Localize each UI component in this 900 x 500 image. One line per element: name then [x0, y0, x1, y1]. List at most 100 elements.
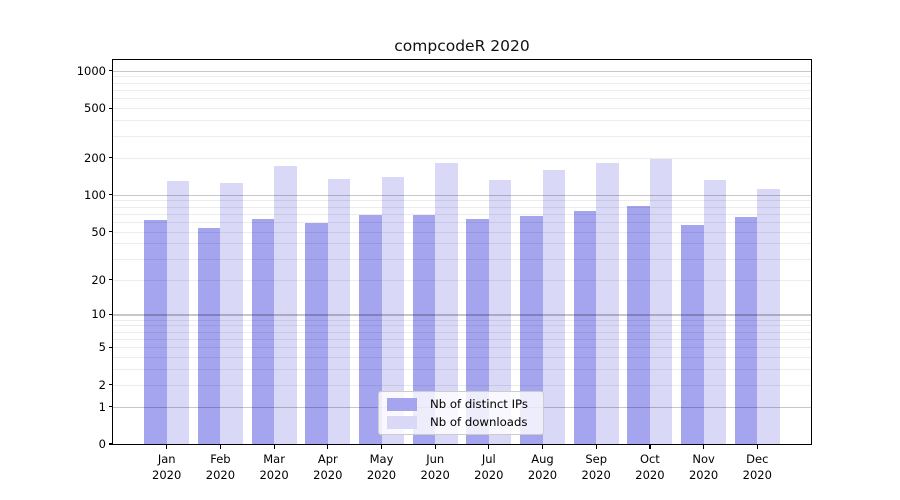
grid-line-major: [113, 70, 811, 72]
grid-line-minor: [113, 279, 811, 281]
x-tick-label: Jul 2020: [474, 452, 504, 482]
x-tick-label: Apr 2020: [313, 452, 343, 482]
bar-downloads: [220, 182, 243, 444]
grid-line-minor: [113, 90, 811, 91]
x-tick: [756, 444, 758, 449]
bar-downloads: [381, 177, 404, 444]
x-tick-label: May 2020: [366, 452, 397, 482]
y-tick: [108, 278, 113, 281]
bar-downloads: [488, 179, 512, 444]
y-tick-label: 500: [84, 101, 106, 116]
bar-downloads: [596, 162, 619, 444]
bar-downloads: [435, 163, 458, 444]
x-tick: [434, 444, 436, 449]
legend-item-distinct-ips: Nb of distinct IPs: [387, 397, 535, 411]
grid-line-major: [113, 194, 811, 196]
y-tick: [108, 194, 113, 196]
x-tick-label: Feb 2020: [205, 452, 236, 482]
bar-downloads: [166, 180, 190, 444]
grid-line-minor: [113, 157, 811, 159]
legend-swatch-distinct-ips: [387, 397, 417, 411]
x-tick: [380, 444, 383, 449]
x-tick: [595, 444, 597, 449]
y-tick: [108, 70, 113, 72]
legend: Nb of distinct IPs Nb of downloads: [378, 391, 544, 435]
grid-line-minor: [113, 357, 811, 358]
chart-title: compcodeR 2020: [394, 37, 530, 55]
grid-line-minor: [113, 231, 811, 233]
grid-line-minor: [113, 338, 811, 340]
x-tick: [219, 444, 222, 449]
bar-distinct-ips: [305, 222, 328, 444]
grid-line-minor: [113, 213, 811, 215]
y-tick: [108, 346, 113, 348]
bar-downloads: [757, 188, 780, 444]
bar-distinct-ips: [573, 210, 597, 444]
bar-distinct-ips: [197, 227, 221, 444]
x-tick-label: Jan 2020: [152, 452, 182, 482]
bar-downloads: [327, 179, 351, 444]
bar-distinct-ips: [412, 214, 436, 444]
grid-line-minor: [113, 98, 811, 100]
grid-line-minor: [113, 369, 811, 371]
y-tick: [108, 384, 113, 386]
grid-line-minor: [113, 76, 811, 78]
bar-distinct-ips: [734, 216, 758, 444]
grid-line-minor: [113, 82, 811, 84]
y-tick: [108, 406, 113, 408]
bar-downloads: [703, 179, 727, 444]
y-tick-label: 1: [98, 399, 106, 414]
x-tick: [703, 444, 705, 449]
grid-line-minor: [113, 108, 811, 110]
legend-swatch-downloads: [387, 415, 417, 429]
y-tick: [108, 313, 113, 316]
bar-downloads: [649, 159, 673, 444]
grid-line-minor: [113, 347, 811, 349]
bar-distinct-ips: [466, 219, 489, 444]
x-tick-label: Dec 2020: [742, 452, 772, 482]
grid-line-minor: [113, 135, 811, 137]
grid-line-minor: [113, 258, 811, 260]
y-tick-label: 1000: [76, 63, 106, 78]
bar-distinct-ips: [144, 220, 167, 444]
x-tick-label: Mar 2020: [259, 452, 289, 482]
x-tick: [166, 444, 168, 449]
x-tick: [273, 444, 275, 449]
legend-label-distinct-ips: Nb of distinct IPs: [430, 397, 528, 411]
grid-line-minor: [113, 120, 811, 122]
y-tick-label: 20: [91, 272, 106, 287]
x-tick: [541, 444, 544, 449]
grid-line-minor: [113, 206, 811, 208]
x-tick-label: Oct 2020: [635, 452, 665, 482]
y-tick-label: 2: [98, 377, 106, 392]
y-tick-label: 100: [84, 187, 106, 202]
bar-distinct-ips: [251, 218, 275, 444]
x-tick: [488, 444, 490, 449]
bar-distinct-ips: [520, 216, 543, 444]
legend-label-downloads: Nb of downloads: [430, 415, 528, 429]
bar-downloads: [274, 165, 297, 444]
grid-line-minor: [113, 221, 811, 223]
y-tick-label: 50: [91, 224, 106, 239]
y-tick: [108, 443, 113, 445]
y-tick-label: 200: [84, 150, 106, 165]
grid-line-minor: [113, 243, 811, 245]
grid-line-minor: [113, 200, 811, 202]
y-tick-label: 5: [98, 340, 106, 355]
grid-line-minor: [113, 325, 811, 327]
x-tick: [327, 444, 329, 449]
bar-distinct-ips: [359, 215, 382, 444]
y-tick: [108, 156, 113, 159]
grid-line-minor: [113, 384, 811, 386]
grid-line-major: [113, 314, 811, 316]
y-tick: [108, 231, 113, 233]
legend-item-downloads: Nb of downloads: [387, 415, 535, 429]
grid-line-minor: [113, 319, 811, 321]
y-tick: [108, 107, 113, 109]
grid-line-minor: [113, 331, 811, 333]
y-tick-label: 0: [98, 437, 106, 451]
x-tick-label: Aug 2020: [527, 452, 558, 482]
bar-distinct-ips: [627, 205, 650, 444]
bar-distinct-ips: [681, 224, 704, 444]
